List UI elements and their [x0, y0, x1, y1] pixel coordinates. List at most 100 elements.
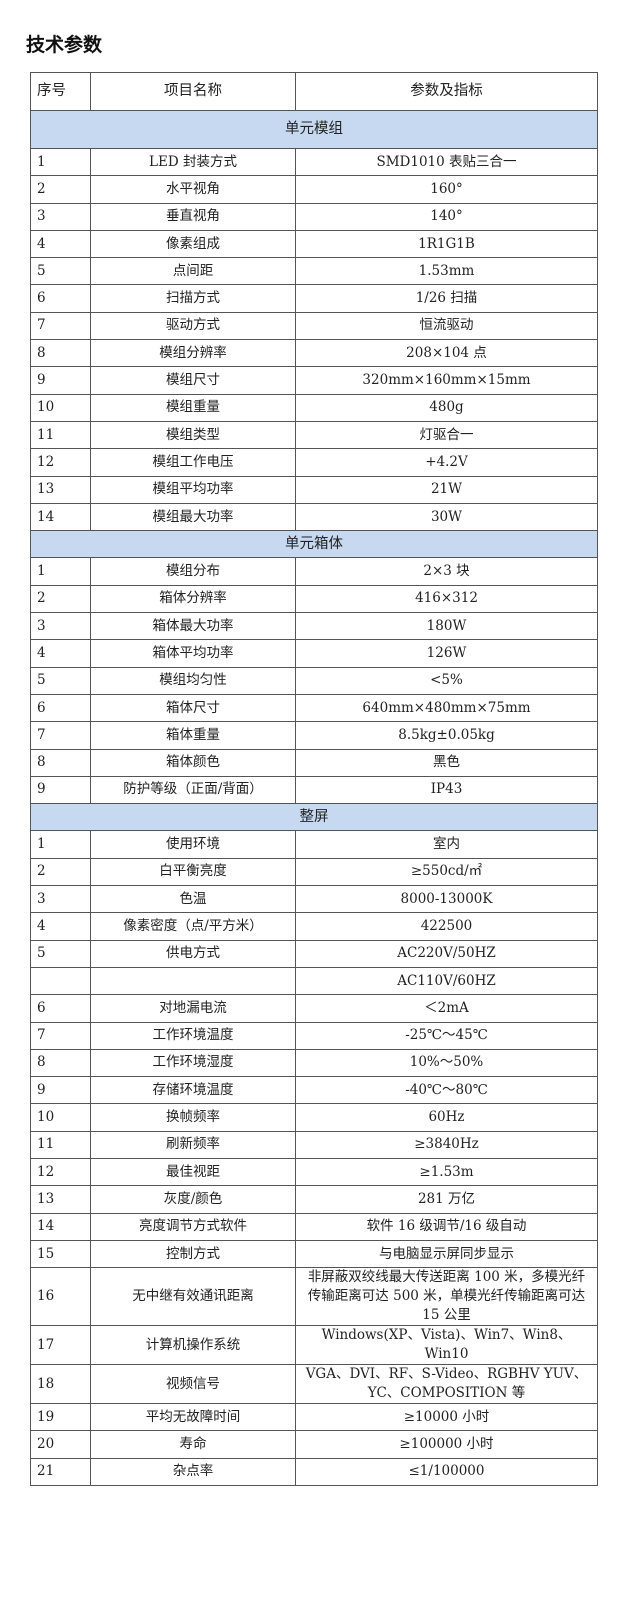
index-cell: 8	[30, 748, 91, 777]
header-index: 序号	[30, 72, 91, 111]
item-cell: 防护等级（正面/背面）	[90, 775, 296, 805]
index-cell: 9	[30, 366, 91, 395]
item-cell: 模组尺寸	[90, 366, 296, 395]
index-cell: 11	[30, 1130, 91, 1159]
item-cell: 计算机操作系统	[90, 1325, 296, 1366]
table-header: 序号 项目名称 参数及指标	[30, 72, 598, 111]
index-cell: 13	[30, 475, 91, 504]
value-cell: 10%～50%	[295, 1048, 598, 1078]
item-cell: 箱体分辨率	[90, 584, 296, 614]
index-cell: 8	[30, 339, 91, 368]
item-cell: 杂点率	[90, 1457, 296, 1487]
index-cell: 11	[30, 420, 91, 450]
table-row: 21 杂点率 ≤1/100000	[30, 1457, 598, 1487]
table-row: 16 无中继有效通讯距离 非屏蔽双绞线最大传送距离 100 米，多模光纤传输距离可达…	[30, 1267, 598, 1327]
item-cell: 箱体平均功率	[90, 639, 296, 668]
item-cell: 换帧频率	[90, 1103, 296, 1132]
table-row: 5 模组均匀性 <5%	[30, 666, 598, 695]
item-cell: 箱体尺寸	[90, 693, 296, 723]
table-row: 13 灰度/颜色 281 万亿	[30, 1185, 598, 1214]
table-row: 3 色温 8000-13000K	[30, 885, 598, 914]
item-cell: 模组重量	[90, 393, 296, 422]
section-row: 整屏	[30, 803, 598, 832]
item-cell: 视频信号	[90, 1364, 296, 1405]
header-value: 参数及指标	[295, 72, 598, 111]
value-cell: 灯驱合一	[295, 420, 598, 450]
value-cell: 21W	[295, 475, 598, 504]
index-cell: 1	[30, 147, 91, 177]
value-cell: AC220V/50HZ	[295, 939, 598, 968]
index-cell: 20	[30, 1430, 91, 1459]
table-row: 8 模组分辨率 208×104 点	[30, 339, 598, 368]
item-cell: 箱体颜色	[90, 748, 296, 777]
index-cell: 6	[30, 284, 91, 313]
index-cell	[30, 966, 91, 996]
table-row: 2 白平衡亮度 ≥550cd/㎡	[30, 857, 598, 887]
item-cell: 灰度/颜色	[90, 1185, 296, 1214]
index-cell: 2	[30, 584, 91, 614]
value-cell: 422500	[295, 912, 598, 941]
item-cell: 工作环境湿度	[90, 1048, 296, 1078]
table-row: 2 水平视角 160°	[30, 175, 598, 204]
table-row: 6 对地漏电流 ＜2mA	[30, 994, 598, 1023]
item-cell: 箱体重量	[90, 721, 296, 750]
value-cell: 室内	[295, 830, 598, 859]
index-cell: 14	[30, 502, 91, 532]
item-cell: 模组类型	[90, 420, 296, 450]
item-cell: 控制方式	[90, 1239, 296, 1269]
value-cell: 与电脑显示屏同步显示	[295, 1239, 598, 1269]
value-cell: 126W	[295, 639, 598, 668]
value-cell: 1R1G1B	[295, 229, 598, 259]
table-row: 17 计算机操作系统 Windows(XP、Vista)、Win7、Win8、Win…	[30, 1325, 598, 1366]
index-cell: 12	[30, 1157, 91, 1187]
item-cell: LED 封装方式	[90, 147, 296, 177]
section-row: 单元箱体	[30, 530, 598, 559]
index-cell: 15	[30, 1239, 91, 1269]
item-cell: 供电方式	[90, 939, 296, 968]
item-cell: 扫描方式	[90, 284, 296, 313]
table-row: 18 视频信号 VGA、DVI、RF、S-Video、RGBHV YUV、YC、CO…	[30, 1364, 598, 1405]
item-cell: 模组工作电压	[90, 448, 296, 477]
value-cell: 180W	[295, 612, 598, 641]
table-row: 5 供电方式 AC220V/50HZ	[30, 939, 598, 968]
table-row: 7 驱动方式 恒流驱动	[30, 311, 598, 341]
index-cell: 1	[30, 557, 91, 586]
table-row: 12 模组工作电压 +4.2V	[30, 448, 598, 477]
index-cell: 4	[30, 912, 91, 941]
item-cell: 箱体最大功率	[90, 612, 296, 641]
index-cell: 18	[30, 1364, 91, 1405]
index-cell: 4	[30, 639, 91, 668]
item-cell: 水平视角	[90, 175, 296, 204]
value-cell: 208×104 点	[295, 339, 598, 368]
item-cell: 对地漏电流	[90, 994, 296, 1023]
item-cell: 色温	[90, 885, 296, 914]
table-row: 10 换帧频率 60Hz	[30, 1103, 598, 1132]
page-title: 技术参数	[26, 34, 103, 56]
value-cell: -40℃～80℃	[295, 1076, 598, 1105]
table-row: 1 模组分布 2×3 块	[30, 557, 598, 586]
value-cell: 恒流驱动	[295, 311, 598, 341]
table-row: 6 箱体尺寸 640mm×480mm×75mm	[30, 693, 598, 723]
value-cell: 1/26 扫描	[295, 284, 598, 313]
table-row: 9 防护等级（正面/背面） IP43	[30, 775, 598, 805]
index-cell: 16	[30, 1267, 91, 1327]
table-row: 14 模组最大功率 30W	[30, 502, 598, 532]
index-cell: 14	[30, 1212, 91, 1241]
table-row: 6 扫描方式 1/26 扫描	[30, 284, 598, 313]
value-cell: 416×312	[295, 584, 598, 614]
index-cell: 6	[30, 994, 91, 1023]
index-cell: 10	[30, 1103, 91, 1132]
value-cell: 8000-13000K	[295, 885, 598, 914]
index-cell: 21	[30, 1457, 91, 1487]
table-row: 11 刷新频率 ≥3840Hz	[30, 1130, 598, 1159]
value-cell: IP43	[295, 775, 598, 805]
index-cell: 8	[30, 1048, 91, 1078]
table-row: AC110V/60HZ	[30, 966, 598, 996]
value-cell: ≥3840Hz	[295, 1130, 598, 1159]
table-row: 7 工作环境温度 -25℃～45℃	[30, 1021, 598, 1050]
value-cell: 非屏蔽双绞线最大传送距离 100 米，多模光纤传输距离可达 500 米，单模光纤…	[295, 1267, 598, 1327]
item-cell: 像素组成	[90, 229, 296, 259]
section-title: 单元模组	[30, 110, 598, 149]
value-cell: Windows(XP、Vista)、Win7、Win8、Win10	[295, 1325, 598, 1366]
index-cell: 3	[30, 612, 91, 641]
